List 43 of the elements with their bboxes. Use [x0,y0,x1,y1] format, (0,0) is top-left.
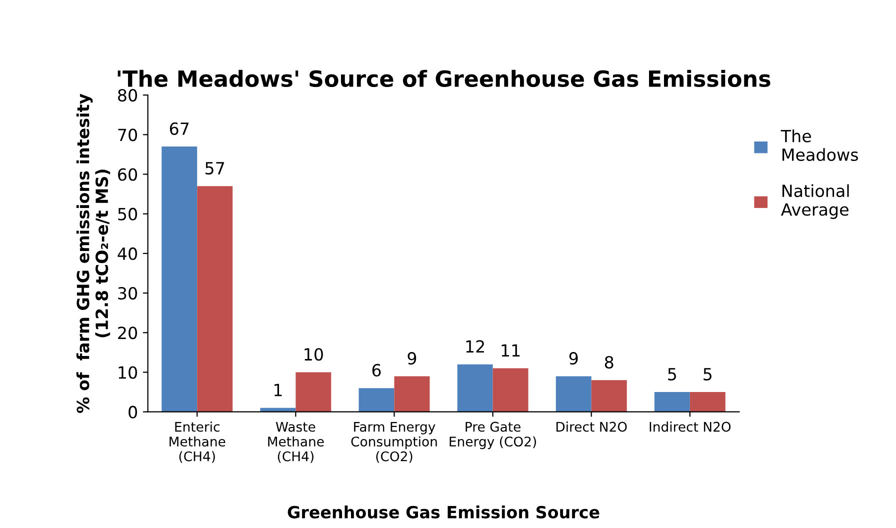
x-tick-label: Pre Gate Energy (CO2) [450,422,536,450]
data-label: 5 [668,368,676,380]
data-label: 6 [372,364,381,377]
legend-label: The Meadows [780,129,858,162]
y-tick-label: 80 [118,89,138,102]
bar [457,364,493,412]
legend-label: National Average [780,184,849,220]
data-label: 12 [466,340,484,353]
bar [591,380,627,412]
x-tick-label: Direct N2O [556,422,627,432]
bar [162,146,198,412]
bar [358,388,394,412]
data-label: 11 [502,344,520,356]
y-tick-label: 50 [118,208,138,220]
data-label: 1 [274,384,282,396]
data-label: 9 [408,352,416,365]
bar [296,372,332,412]
y-tick-label: 40 [118,247,138,260]
data-label: 9 [569,352,578,365]
chart-title: 'The Meadows' Source of Greenhouse Gas Emissions [118,70,770,88]
y-axis-title: % of farm GHG emissions intesity (12.8 tCO₂-e/t MS) [76,94,110,413]
bar [492,368,528,412]
data-label: 5 [704,368,712,380]
y-tick-label: 70 [118,128,138,142]
y-tick-label: 60 [118,168,138,181]
data-label: 57 [206,162,224,175]
bar [654,392,690,412]
y-tick-label: 20 [118,326,138,340]
x-tick-label: Enteric Methane (CH4) [170,422,226,463]
data-label: 67 [170,122,189,135]
x-tick-label: Indirect N2O [650,422,731,432]
y-tick-label: 30 [118,287,138,300]
x-axis-title: Greenhouse Gas Emission Source [288,506,600,518]
bar [690,392,726,412]
bar [394,376,430,412]
y-tick-label: 0 [128,406,138,418]
bar [197,186,233,412]
y-tick-label: 10 [118,366,138,379]
data-label: 8 [604,356,614,369]
x-tick-label: Farm Energy Consumption (CO2) [351,422,437,463]
x-tick-label: Waste Methane (CH4) [268,422,324,463]
bar [556,376,592,412]
data-label: 10 [304,348,323,361]
